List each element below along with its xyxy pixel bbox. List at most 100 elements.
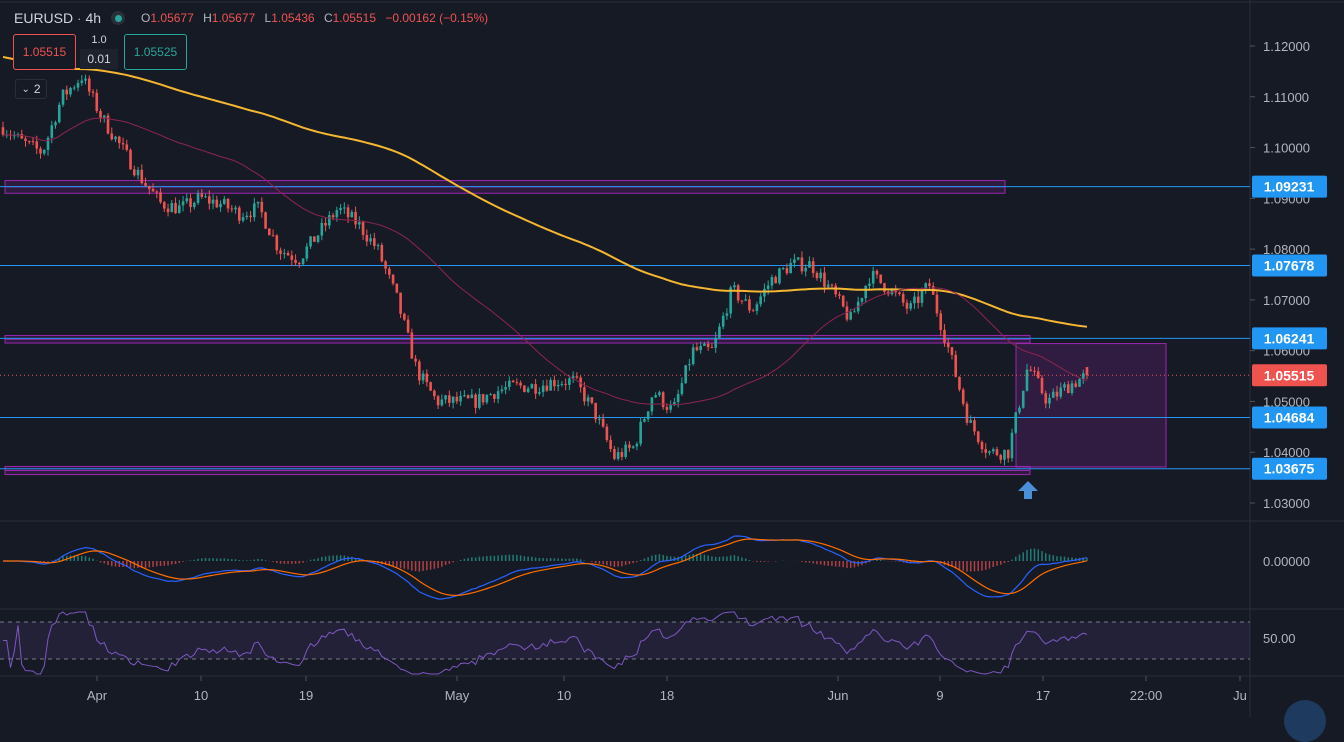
candle-body xyxy=(1010,432,1014,459)
quantity-panel[interactable]: 1.0 0.01 xyxy=(80,34,118,69)
candle xyxy=(943,324,946,347)
market-status-icon xyxy=(111,11,126,25)
candle xyxy=(834,283,837,298)
candle-body xyxy=(418,361,421,381)
candle xyxy=(196,190,200,206)
candle xyxy=(166,203,170,217)
candle xyxy=(223,196,226,205)
candle-body xyxy=(200,193,204,197)
symbol[interactable]: EURUSD xyxy=(14,10,74,26)
candle-body xyxy=(901,294,905,303)
candle-body xyxy=(455,396,459,402)
candle-body xyxy=(144,183,147,186)
candle xyxy=(590,397,594,405)
candle xyxy=(789,258,792,274)
level-price-badge xyxy=(1252,457,1327,480)
indicators-toggle-button[interactable]: ⌄ 2 xyxy=(15,79,47,99)
candle xyxy=(271,229,275,237)
candle-body xyxy=(819,272,822,279)
rsi-line xyxy=(3,611,1088,675)
candle-body xyxy=(1051,391,1055,398)
candle-body xyxy=(864,285,867,299)
candle-body xyxy=(811,261,815,273)
candle xyxy=(770,274,774,290)
candle-body xyxy=(763,288,766,297)
candle-body xyxy=(571,376,575,379)
candle-body xyxy=(680,383,684,395)
candle-body xyxy=(496,391,500,399)
candle xyxy=(549,377,552,391)
candle-body xyxy=(560,383,564,385)
candle xyxy=(598,414,601,425)
candle xyxy=(504,381,507,395)
candle xyxy=(313,236,316,242)
candle-body xyxy=(1044,393,1048,404)
change-value: −0.00162 (−0.15%) xyxy=(385,11,489,25)
buy-button[interactable]: 1.05525 xyxy=(124,34,187,70)
candle-body xyxy=(526,388,530,392)
candle-body xyxy=(913,296,916,304)
candle xyxy=(965,401,969,426)
candle xyxy=(601,413,605,428)
sell-button[interactable]: 1.05515 xyxy=(13,34,76,70)
candle xyxy=(628,441,631,452)
indicator-count: 2 xyxy=(33,82,41,96)
candle xyxy=(905,299,909,315)
candle-body xyxy=(331,215,335,218)
candle xyxy=(459,391,462,406)
candle xyxy=(901,291,905,307)
candle-body xyxy=(466,395,470,399)
candle-body xyxy=(425,373,429,383)
candle-body xyxy=(778,268,781,284)
candle-body xyxy=(710,347,714,349)
interval[interactable]: 4h xyxy=(85,10,102,26)
candle xyxy=(406,315,410,334)
candle-body xyxy=(196,193,200,203)
candle xyxy=(688,358,691,371)
candle xyxy=(1014,412,1018,435)
candle-body xyxy=(770,277,774,286)
candle-body xyxy=(613,448,616,459)
chart-canvas[interactable]: 1.120001.110001.100001.090001.080001.070… xyxy=(0,0,1344,717)
candle-body xyxy=(305,246,309,259)
candle-body xyxy=(541,385,545,393)
candle-body xyxy=(294,259,297,263)
candle xyxy=(534,378,537,399)
candle-body xyxy=(965,403,969,423)
candle-body xyxy=(1078,378,1081,387)
candle xyxy=(264,211,267,230)
candle xyxy=(151,183,155,192)
candle-body xyxy=(189,198,192,208)
candle xyxy=(609,435,612,453)
macd-tick-label: 0.00000 xyxy=(1263,554,1310,569)
candle-body xyxy=(1036,371,1040,378)
candle-body xyxy=(695,347,699,351)
candle xyxy=(1025,363,1029,392)
candle-body xyxy=(973,420,976,432)
candle xyxy=(147,185,151,195)
price-tick-label: 1.04000 xyxy=(1263,445,1310,460)
candle-body xyxy=(939,313,943,330)
candle xyxy=(69,86,72,97)
candle-body xyxy=(736,285,740,301)
candle-body xyxy=(470,394,474,399)
candle-body xyxy=(358,222,361,225)
candle-body xyxy=(759,296,762,305)
chevron-down-icon: ⌄ xyxy=(21,83,30,95)
candle-body xyxy=(943,329,946,343)
candle-body xyxy=(185,198,189,202)
candle-body xyxy=(999,455,1003,460)
quantity[interactable]: 1.0 xyxy=(91,34,107,46)
candle xyxy=(1018,405,1021,415)
candle-body xyxy=(1006,449,1010,459)
candle xyxy=(54,120,57,129)
candle xyxy=(174,197,177,214)
candle-body xyxy=(590,397,594,403)
floating-button[interactable] xyxy=(1284,700,1326,742)
candle xyxy=(200,189,204,199)
candle-body xyxy=(238,207,241,221)
open-value: 1.05677 xyxy=(150,11,194,25)
candle xyxy=(680,377,684,396)
candle xyxy=(950,346,954,360)
candle-body xyxy=(335,210,339,218)
